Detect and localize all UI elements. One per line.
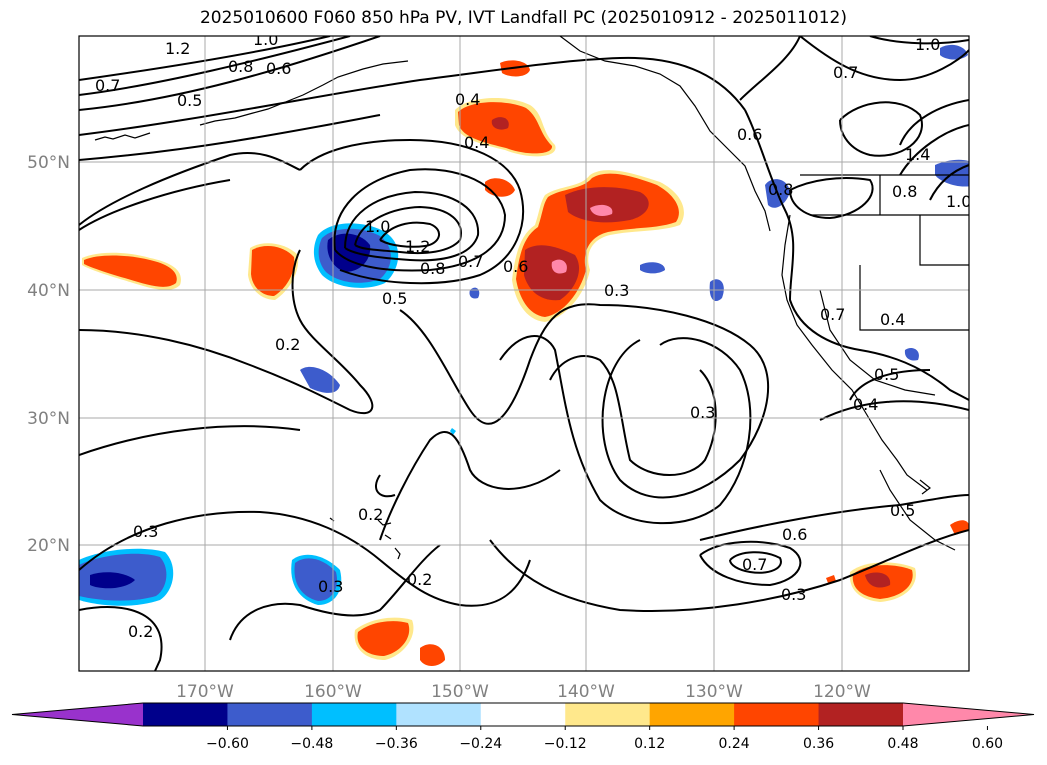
contour-label: 0.5 <box>874 365 899 384</box>
colorbar-segment <box>649 703 735 726</box>
colorbar-tick-label: −0.36 <box>375 736 418 752</box>
colorbar-segment <box>734 703 820 726</box>
map-title: 2025010600 F060 850 hPa PV, IVT Landfall… <box>199 8 847 28</box>
lat-label: 50°N <box>27 153 70 173</box>
contour-label: 0.6 <box>782 525 807 544</box>
contour-label: 0.3 <box>690 403 715 422</box>
colorbar-tick-label: −0.60 <box>206 736 249 752</box>
contour-label: 0.4 <box>455 90 480 109</box>
contour-label: 0.2 <box>128 622 153 641</box>
colorbar-tick-label: −0.48 <box>290 736 333 752</box>
colorbar-tick-label: 0.48 <box>887 736 918 752</box>
contour-label: 1.2 <box>165 39 190 58</box>
lon-label: 160°W <box>304 682 362 702</box>
contour-label: 0.8 <box>892 182 917 201</box>
map-frame <box>78 35 970 672</box>
contour-label: 0.4 <box>880 310 905 329</box>
contour-label: 1.0 <box>946 192 971 211</box>
contour-label: 0.4 <box>464 133 489 152</box>
ivt-contours <box>79 36 969 671</box>
contour-label: 0.7 <box>95 76 120 95</box>
lon-label: 150°W <box>431 682 489 702</box>
colorbar-tick-label: −0.12 <box>544 736 587 752</box>
colorbar-segment <box>227 703 313 726</box>
contour-label: 0.3 <box>781 585 806 604</box>
lon-label: 130°W <box>685 682 743 702</box>
colorbar-segment <box>396 703 482 726</box>
colorbar-segment <box>565 703 651 726</box>
contour-label: 0.6 <box>503 257 528 276</box>
lat-label: 30°N <box>27 409 70 429</box>
colorbar-tick-label: 0.36 <box>803 736 834 752</box>
contour-label: 0.8 <box>228 57 253 76</box>
colorbar-tick-label: 0.12 <box>634 736 665 752</box>
contour-label: 0.3 <box>133 522 158 541</box>
lon-label: 170°W <box>176 682 234 702</box>
contour-label: 0.5 <box>890 501 915 520</box>
longitude-labels: 170°W 160°W 150°W 140°W 130°W 120°W <box>176 682 871 702</box>
lon-label: 120°W <box>813 682 871 702</box>
contour-label: 0.2 <box>358 505 383 524</box>
contour-label: 0.6 <box>737 125 762 144</box>
contour-label: 0.7 <box>820 305 845 324</box>
colorbar-extend-max <box>903 703 1034 726</box>
contour-label: 0.7 <box>833 63 858 82</box>
contour-label: 0.4 <box>853 395 878 414</box>
lon-label: 140°W <box>557 682 615 702</box>
contour-label: 0.2 <box>275 335 300 354</box>
contour-labels: 1.2 1.0 0.8 0.6 0.7 0.5 0.4 0.4 1.0 1.2 … <box>95 30 971 641</box>
contour-label: 0.7 <box>742 555 767 574</box>
contour-label: 0.5 <box>382 289 407 308</box>
colorbar-tick-label: 0.60 <box>972 736 1003 752</box>
graticule <box>79 36 969 671</box>
contour-label: 0.3 <box>318 577 343 596</box>
lat-label: 20°N <box>27 536 70 556</box>
lat-label: 40°N <box>27 281 70 301</box>
colorbar-outline <box>11 702 1035 727</box>
contour-label: 1.0 <box>365 217 390 236</box>
contour-label: 0.3 <box>604 281 629 300</box>
contour-label: 1.0 <box>253 30 278 49</box>
colorbar: −0.60 −0.48 −0.36 −0.24 −0.12 0.12 0.24 0.36 0.4… <box>11 702 1035 752</box>
colorbar-tick-label: −0.24 <box>459 736 502 752</box>
colorbar-segment <box>818 703 904 726</box>
contour-label: 0.8 <box>420 259 445 278</box>
colorbar-segment <box>311 703 397 726</box>
contour-label: 0.2 <box>407 570 432 589</box>
latitude-labels: 50°N 40°N 30°N 20°N <box>27 153 70 556</box>
colorbar-tick-label: 0.24 <box>719 736 750 752</box>
contour-label: 1.4 <box>905 145 930 164</box>
colorbar-segment <box>143 703 228 726</box>
contour-label: 0.7 <box>458 252 483 271</box>
contour-label: 0.5 <box>177 91 202 110</box>
contour-label: 1.0 <box>915 35 940 54</box>
contour-label: 0.6 <box>266 59 291 78</box>
contour-label: 1.2 <box>405 237 430 256</box>
contour-label: 0.8 <box>768 180 793 199</box>
colorbar-segment <box>480 703 566 726</box>
colorbar-extend-min <box>12 703 143 726</box>
